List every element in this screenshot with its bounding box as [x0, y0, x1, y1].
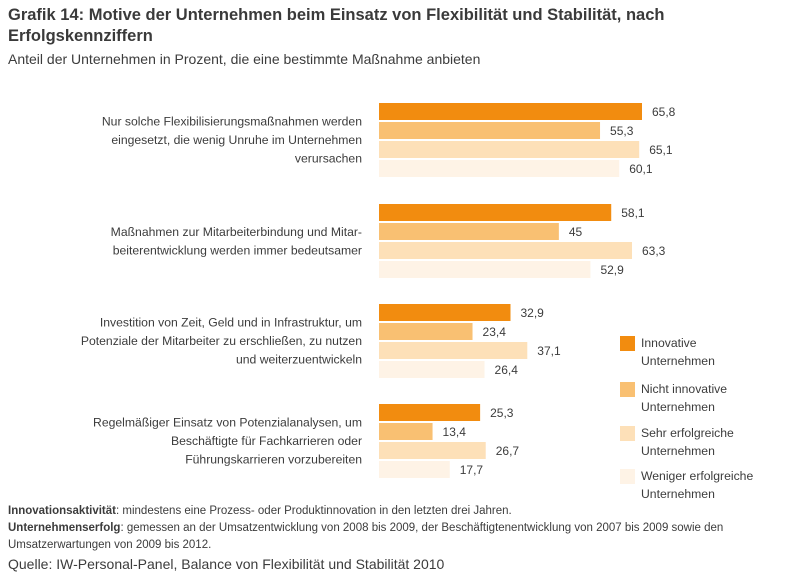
- legend-label: Innovative: [641, 336, 697, 350]
- data-label: 65,1: [649, 143, 673, 157]
- footnote-innovation: Innovationsaktivität: mindestens eine Pr…: [8, 503, 788, 520]
- data-label: 17,7: [460, 463, 484, 477]
- bar-4-group-2: [379, 261, 591, 278]
- category-label: Regelmäßiger Einsatz von Potenzialanalys…: [93, 416, 362, 430]
- legend-swatch: [620, 336, 635, 351]
- legend-swatch: [620, 469, 635, 484]
- legend-label: Unternehmen: [641, 487, 715, 501]
- data-label: 23,4: [483, 325, 507, 339]
- category-label: beiterentwicklung werden immer bedeutsam…: [113, 243, 362, 257]
- bar-2-group-2: [379, 223, 559, 240]
- data-label: 32,9: [521, 306, 545, 320]
- footnote-success: Unternehmenserfolg: gemessen an der Umsa…: [8, 520, 788, 554]
- legend-label: Sehr erfolgreiche: [641, 426, 734, 440]
- data-label: 52,9: [600, 263, 624, 277]
- bar-1-group-1: [379, 103, 642, 120]
- data-label: 25,3: [490, 406, 514, 420]
- category-label: verursachen: [295, 152, 362, 166]
- bar-4-group-4: [379, 461, 450, 478]
- category-label: Maßnahmen zur Mitarbeiterbindung und Mit…: [111, 225, 362, 239]
- bar-4-group-3: [379, 361, 485, 378]
- footnote-innovation-text: : mindestens eine Prozess- oder Produkti…: [116, 505, 512, 517]
- legend-label: Weniger erfolgreiche: [641, 469, 753, 483]
- chart-title: Grafik 14: Motive der Unternehmen beim E…: [8, 6, 665, 45]
- bar-3-group-2: [379, 242, 633, 259]
- bar-4-group-1: [379, 160, 620, 177]
- legend-swatch: [620, 426, 635, 441]
- data-label: 55,3: [610, 124, 634, 138]
- data-label: 45: [569, 225, 583, 239]
- legend-label: Unternehmen: [641, 400, 715, 414]
- data-label: 26,7: [496, 444, 520, 458]
- legend-label: Nicht innovative: [641, 382, 727, 396]
- footnote-success-term: Unternehmenserfolg: [8, 522, 121, 534]
- category-label: Potenziale der Mitarbeiter zu erschließe…: [81, 334, 362, 348]
- legend-label: Unternehmen: [641, 444, 715, 458]
- data-label: 37,1: [537, 344, 561, 358]
- chart-subtitle: Anteil der Unternehmen in Prozent, die e…: [8, 51, 481, 67]
- source-note: Quelle: IW-Personal-Panel, Balance von F…: [8, 556, 445, 572]
- data-label: 65,8: [652, 105, 676, 119]
- data-label: 60,1: [629, 162, 653, 176]
- category-label: Investition von Zeit, Geld und in Infras…: [100, 316, 362, 330]
- category-label: Beschäftigte für Fachkarrieren oder: [171, 434, 362, 448]
- footnote-innovation-term: Innovationsaktivität: [8, 505, 116, 517]
- legend-label: Unternehmen: [641, 354, 715, 368]
- footnote-success-text: : gemessen an der Umsatzentwicklung von …: [8, 522, 724, 551]
- data-label: 13,4: [443, 425, 467, 439]
- data-label: 63,3: [642, 244, 666, 258]
- category-label: und weiterzuentwickeln: [236, 353, 362, 367]
- bar-3-group-1: [379, 141, 640, 158]
- footnotes: Innovationsaktivität: mindestens eine Pr…: [8, 503, 788, 554]
- data-label: 58,1: [621, 206, 645, 220]
- bar-2-group-3: [379, 323, 473, 340]
- bar-2-group-1: [379, 122, 601, 139]
- data-label: 26,4: [495, 363, 519, 377]
- bar-3-group-3: [379, 342, 528, 359]
- category-label: Führungskarrieren vorzubereiten: [185, 453, 362, 467]
- bar-1-group-2: [379, 204, 612, 221]
- bar-2-group-4: [379, 423, 433, 440]
- bar-1-group-4: [379, 404, 481, 421]
- bar-1-group-3: [379, 304, 511, 321]
- category-label: Nur solche Flexibilisierungsmaßnahmen we…: [102, 115, 362, 129]
- bar-3-group-4: [379, 442, 486, 459]
- legend-swatch: [620, 382, 635, 397]
- category-label: eingesetzt, die wenig Unruhe im Unterneh…: [111, 133, 362, 147]
